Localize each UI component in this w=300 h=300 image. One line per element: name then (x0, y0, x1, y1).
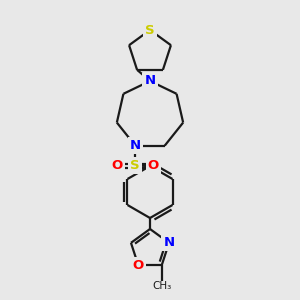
Text: O: O (148, 159, 159, 172)
Text: N: N (130, 139, 141, 152)
Text: N: N (164, 236, 175, 249)
Text: O: O (133, 259, 144, 272)
Text: S: S (130, 159, 140, 172)
Text: N: N (144, 74, 156, 88)
Text: CH₃: CH₃ (152, 281, 171, 291)
Text: S: S (145, 23, 155, 37)
Text: O: O (112, 159, 123, 172)
